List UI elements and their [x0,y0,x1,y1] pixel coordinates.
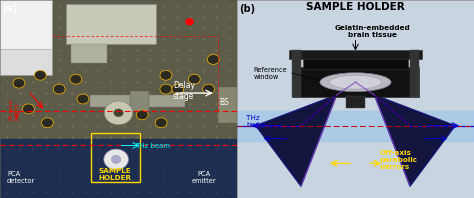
Bar [130,91,149,111]
Circle shape [42,118,53,128]
Bar [91,133,140,182]
Circle shape [202,84,214,94]
Text: Off-axis
parabolic
mirrors: Off-axis parabolic mirrors [379,150,417,170]
Text: Ps-lase
beam: Ps-lase beam [8,98,19,120]
Bar [346,96,365,108]
Bar [0,0,52,50]
Text: SAMPLE
HOLDER: SAMPLE HOLDER [99,168,131,181]
Text: Delay
stage: Delay stage [173,81,195,101]
Bar [303,57,408,69]
Circle shape [35,70,46,80]
Ellipse shape [329,75,382,89]
Bar [218,87,237,123]
Text: Reference
window: Reference window [254,67,287,80]
Bar [90,95,185,107]
Text: SAMPLE HOLDER: SAMPLE HOLDER [306,2,405,12]
Text: Gelatin-embedded
brain tissue: Gelatin-embedded brain tissue [334,25,410,38]
Bar [289,50,422,59]
Bar [0,50,52,75]
Circle shape [207,54,219,64]
Text: PCA
emitter: PCA emitter [191,171,216,184]
Bar [66,4,156,44]
Text: (a): (a) [2,4,18,14]
Circle shape [188,74,200,84]
Circle shape [114,109,123,117]
Bar [71,44,107,63]
Text: BS: BS [219,98,228,108]
Circle shape [160,84,172,94]
Text: THz
beam: THz beam [246,115,267,128]
Text: THz beam: THz beam [135,143,170,148]
Ellipse shape [320,73,391,91]
Circle shape [70,74,82,84]
Circle shape [104,149,128,170]
Circle shape [160,70,172,80]
Bar [292,67,419,97]
Circle shape [111,155,121,163]
Circle shape [22,104,34,114]
Text: (b): (b) [239,4,255,14]
Circle shape [172,84,184,94]
Circle shape [186,19,193,25]
Circle shape [136,110,148,120]
Text: PCA
detector: PCA detector [7,171,36,184]
Polygon shape [374,95,455,186]
Bar [292,50,301,97]
Circle shape [104,101,133,125]
Circle shape [13,78,25,88]
Circle shape [53,84,65,94]
Bar [410,50,419,97]
Circle shape [155,118,167,128]
Circle shape [77,94,89,104]
Polygon shape [256,95,337,186]
